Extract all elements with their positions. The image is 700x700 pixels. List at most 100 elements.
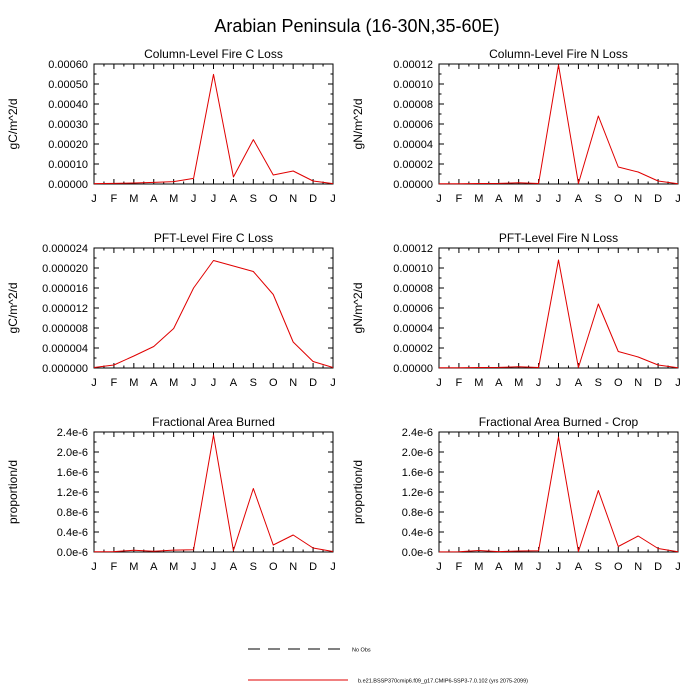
chart-title: PFT-Level Fire N Loss <box>499 231 618 245</box>
data-point <box>312 547 315 550</box>
y-tick-label: 0.8e-6 <box>57 507 88 519</box>
plot-frame <box>93 431 334 553</box>
x-tick-label: A <box>575 193 583 205</box>
x-tick-label: N <box>289 377 297 389</box>
chart-panel-6: Fractional Area Burned - Crop proportion/… <box>351 415 681 573</box>
data-point <box>332 366 335 369</box>
data-point <box>172 327 175 330</box>
data-point <box>93 182 96 185</box>
x-tick-label: A <box>230 377 238 389</box>
y-tick-label: 0.000012 <box>42 303 88 315</box>
data-point <box>537 182 540 185</box>
data-point <box>252 487 255 490</box>
data-point <box>457 366 460 369</box>
x-tick-label: F <box>111 377 118 389</box>
data-point <box>112 182 115 185</box>
x-tick-label: N <box>634 561 642 573</box>
page-title: Arabian Peninsula (16-30N,35-60E) <box>214 16 499 36</box>
y-tick-label: 0.00008 <box>393 283 433 295</box>
x-tick-label: N <box>289 561 297 573</box>
data-point <box>657 547 660 550</box>
y-tick-label: 1.6e-6 <box>402 467 433 479</box>
x-tick-label: F <box>111 193 118 205</box>
x-tick-label: J <box>191 193 197 205</box>
data-point <box>477 549 480 552</box>
x-tick-label: M <box>514 377 523 389</box>
data-point <box>212 73 215 76</box>
x-tick-label: M <box>129 377 138 389</box>
x-tick-label: D <box>309 561 317 573</box>
x-tick-label: M <box>169 561 178 573</box>
data-point <box>232 176 235 179</box>
data-point <box>152 550 155 553</box>
x-tick-label: A <box>495 193 503 205</box>
data-point <box>172 549 175 552</box>
data-point <box>192 548 195 551</box>
x-tick-label: J <box>330 193 336 205</box>
y-tick-label: 0.00002 <box>393 159 433 171</box>
x-tick-label: D <box>654 193 662 205</box>
x-tick-label: S <box>595 193 602 205</box>
chart-title: Fractional Area Burned <box>152 415 275 429</box>
y-tick-label: 0.000016 <box>42 283 88 295</box>
plot-frame <box>93 63 334 185</box>
y-tick-label: 0.00000 <box>393 179 433 191</box>
data-point <box>232 265 235 268</box>
y-tick-label: 0.000020 <box>42 263 88 275</box>
legend-obs-label: No Obs <box>352 648 371 654</box>
x-tick-label: M <box>474 561 483 573</box>
data-point <box>557 64 560 67</box>
data-point <box>332 550 335 553</box>
x-tick-label: J <box>191 561 197 573</box>
x-tick-label: D <box>309 193 317 205</box>
y-tick-label: 0.8e-6 <box>402 507 433 519</box>
x-tick-label: A <box>150 561 158 573</box>
data-point <box>617 350 620 353</box>
x-tick-label: M <box>474 377 483 389</box>
y-tick-label: 0.00006 <box>393 119 433 131</box>
y-tick-label: 0.00000 <box>48 179 88 191</box>
y-tick-label: 0.00012 <box>393 243 433 255</box>
y-tick-label: 0.00004 <box>393 139 433 151</box>
data-point <box>657 180 660 183</box>
data-point <box>537 366 540 369</box>
y-tick-label: 0.00020 <box>48 139 88 151</box>
data-point <box>132 549 135 552</box>
y-tick-label: 0.00040 <box>48 99 88 111</box>
x-tick-label: J <box>675 193 681 205</box>
y-tick-label: 0.000008 <box>42 323 88 335</box>
data-point <box>597 303 600 306</box>
x-tick-label: D <box>654 561 662 573</box>
x-tick-label: J <box>330 377 336 389</box>
data-point <box>557 436 560 439</box>
y-tick-label: 0.00002 <box>393 343 433 355</box>
data-point <box>497 182 500 185</box>
x-tick-label: A <box>150 377 158 389</box>
data-point <box>677 366 680 369</box>
data-point <box>212 434 215 437</box>
x-tick-label: O <box>269 193 278 205</box>
data-point <box>577 366 580 369</box>
y-axis-label: gN/m^2/d <box>351 283 365 334</box>
data-point <box>438 366 441 369</box>
x-tick-label: J <box>211 193 217 205</box>
y-tick-label: 0.00030 <box>48 119 88 131</box>
x-tick-label: J <box>675 377 681 389</box>
x-tick-label: F <box>111 561 118 573</box>
data-point <box>152 345 155 348</box>
y-tick-label: 0.00004 <box>393 323 433 335</box>
data-point <box>292 170 295 173</box>
y-tick-label: 0.00010 <box>393 79 433 91</box>
y-tick-label: 0.00006 <box>393 303 433 315</box>
data-point <box>438 182 441 185</box>
x-tick-label: J <box>91 561 97 573</box>
data-point <box>172 180 175 183</box>
x-tick-label: O <box>614 377 623 389</box>
y-tick-label: 2.0e-6 <box>57 447 88 459</box>
series-line <box>438 259 679 369</box>
data-point <box>577 182 580 185</box>
x-tick-label: J <box>436 377 442 389</box>
data-point <box>617 545 620 548</box>
